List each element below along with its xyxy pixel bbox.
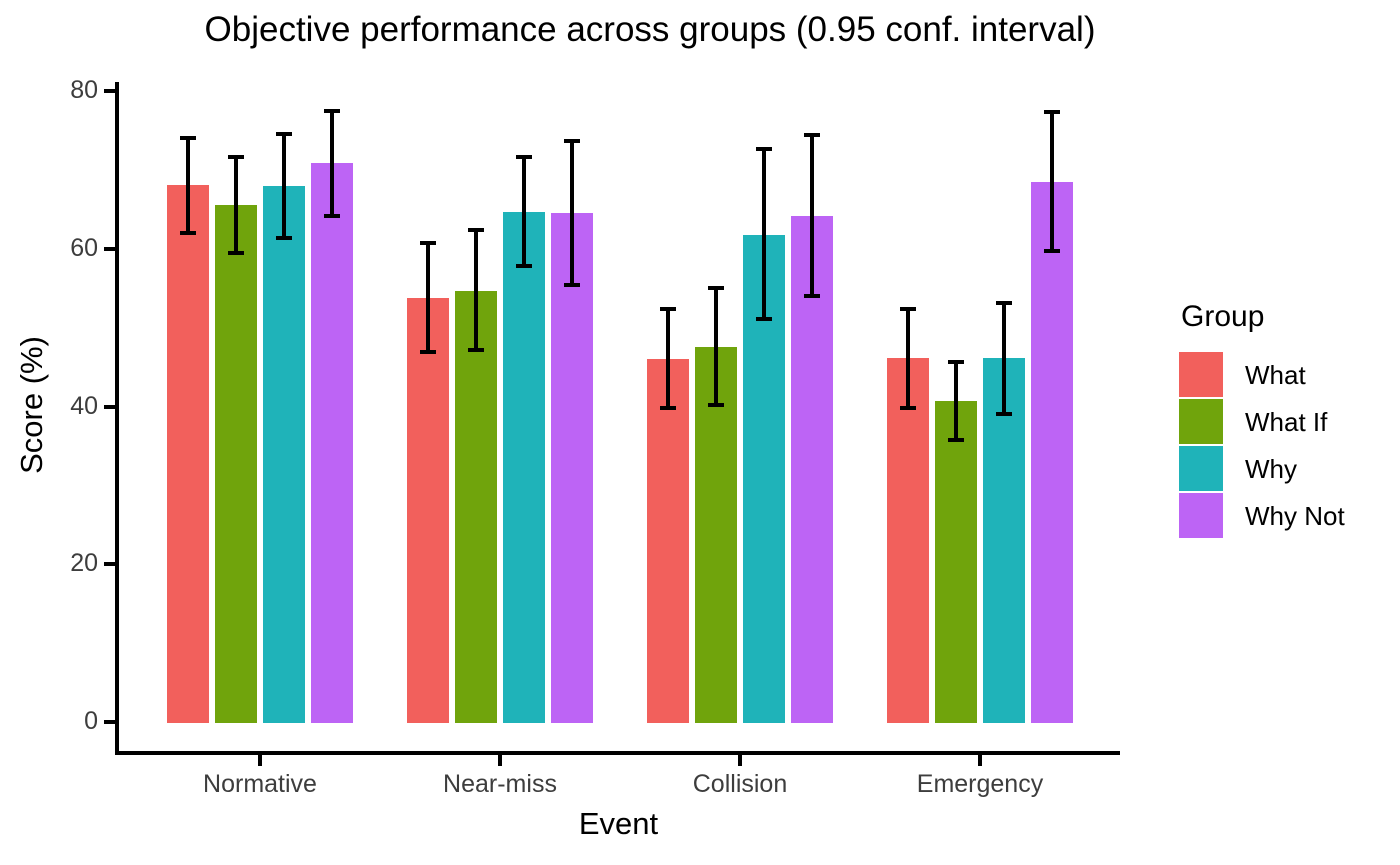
legend-swatch-why-not	[1179, 493, 1223, 538]
bar-what-collision	[647, 359, 689, 723]
x-tick	[258, 755, 262, 766]
error-bar-cap-top	[468, 227, 484, 232]
error-bar-line	[234, 157, 238, 254]
error-bar-cap-top	[516, 155, 532, 160]
error-bar-cap-bottom	[660, 406, 676, 411]
error-bar-cap-bottom	[996, 411, 1012, 416]
error-bar-line	[906, 308, 910, 409]
error-bar-cap-bottom	[756, 316, 772, 321]
error-bar-line	[474, 229, 478, 350]
error-bar-line	[522, 157, 526, 267]
error-bar-line	[330, 110, 334, 217]
bar-why-not-near-miss	[551, 213, 593, 723]
error-bar-cap-top	[276, 132, 292, 137]
legend-swatch-why	[1179, 446, 1223, 491]
error-bar-line	[714, 288, 718, 405]
y-tick-label: 60	[70, 233, 98, 262]
error-bar-cap-top	[948, 359, 964, 364]
error-bar-line	[1002, 303, 1006, 414]
bar-why-normative	[263, 186, 305, 723]
error-bar-line	[666, 308, 670, 409]
error-bar-line	[570, 141, 574, 286]
legend-swatch-what	[1179, 352, 1223, 397]
error-bar-cap-bottom	[228, 251, 244, 256]
bar-what-if-near-miss	[455, 291, 497, 723]
legend-title: Group	[1181, 300, 1265, 333]
error-bar-cap-top	[660, 306, 676, 311]
error-bar-cap-bottom	[1044, 249, 1060, 254]
error-bar-cap-top	[324, 108, 340, 113]
error-bar-cap-top	[804, 133, 820, 138]
error-bar-line	[1050, 112, 1054, 252]
legend-label-what-if: What If	[1245, 407, 1328, 437]
y-tick	[104, 89, 115, 93]
error-bar-cap-top	[996, 301, 1012, 306]
x-axis-spine	[115, 751, 1120, 755]
error-bar-cap-top	[564, 139, 580, 144]
x-tick	[738, 755, 742, 766]
x-axis-label: Event	[578, 806, 659, 841]
bar-what-if-collision	[695, 347, 737, 723]
bar-what-if-emergency	[935, 400, 977, 723]
bar-why-emergency	[983, 358, 1025, 723]
error-bar-cap-bottom	[516, 264, 532, 269]
error-bar-cap-bottom	[324, 214, 340, 219]
error-bar-cap-bottom	[276, 235, 292, 240]
error-bar-cap-top	[1044, 110, 1060, 115]
y-tick	[104, 720, 115, 724]
x-tick-label: Collision	[692, 770, 788, 798]
y-tick-label: 80	[70, 76, 98, 104]
error-bar-cap-top	[708, 286, 724, 291]
error-bar-line	[186, 137, 190, 233]
error-bar-line	[762, 149, 766, 319]
bar-why-near-miss	[503, 212, 545, 723]
bar-what-normative	[167, 184, 209, 723]
error-bar-cap-top	[900, 306, 916, 311]
error-bar-cap-bottom	[420, 350, 436, 355]
y-tick	[104, 404, 115, 409]
bar-what-emergency	[887, 358, 929, 723]
error-bar-line	[282, 134, 286, 238]
x-tick	[498, 755, 502, 766]
error-bar-line	[426, 243, 430, 353]
y-tick	[104, 562, 115, 567]
legend-label-why-not: Why Not	[1245, 501, 1345, 531]
error-bar-cap-bottom	[564, 283, 580, 288]
error-bar-cap-top	[228, 155, 244, 160]
error-bar-cap-top	[180, 135, 196, 140]
error-bar-cap-bottom	[948, 438, 964, 443]
x-tick-label: Emergency	[916, 770, 1044, 798]
error-bar-cap-top	[756, 147, 772, 152]
y-axis-spine	[115, 82, 119, 755]
error-bar-cap-bottom	[708, 402, 724, 407]
bar-why-not-emergency	[1031, 181, 1073, 723]
bar-why-not-collision	[791, 215, 833, 723]
chart-title: Objective performance across groups (0.9…	[204, 10, 1096, 49]
x-tick	[978, 755, 982, 766]
bar-why-not-normative	[311, 162, 353, 723]
legend-label-why: Why	[1245, 454, 1297, 484]
error-bar-cap-bottom	[804, 294, 820, 299]
error-bar-line	[954, 361, 958, 441]
legend-swatch-what-if	[1179, 399, 1223, 444]
x-tick-label: Near-miss	[443, 770, 557, 798]
y-tick-label: 40	[70, 391, 98, 420]
error-bar-cap-top	[420, 241, 436, 246]
error-bar-line	[810, 135, 814, 297]
legend-label-what: What	[1245, 360, 1306, 390]
bar-what-if-normative	[215, 205, 257, 723]
y-tick	[104, 246, 115, 251]
error-bar-cap-bottom	[180, 230, 196, 235]
error-bar-cap-bottom	[900, 406, 916, 411]
x-tick-label: Normative	[203, 770, 317, 798]
error-bar-cap-bottom	[468, 347, 484, 352]
y-tick-label: 0	[84, 707, 98, 735]
y-tick-label: 20	[70, 549, 98, 578]
bar-what-near-miss	[407, 298, 449, 723]
